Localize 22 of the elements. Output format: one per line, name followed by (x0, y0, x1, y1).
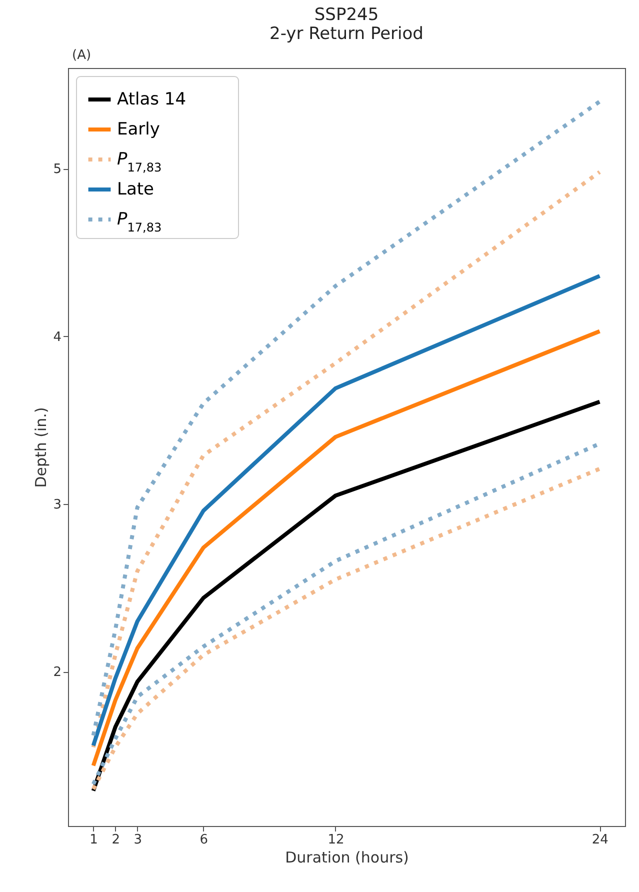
legend-label: Early (117, 120, 160, 140)
x-tick-label: 1 (90, 832, 98, 848)
x-tick-label: 6 (200, 832, 208, 848)
x-tick-label: 24 (592, 832, 608, 848)
line-series (91, 329, 602, 768)
y-tick-label: 2 (53, 665, 62, 680)
y-tick-label: 5 (53, 162, 62, 178)
line-series (91, 274, 602, 748)
x-tick-label: 2 (112, 832, 120, 848)
chart-title: SSP245 (314, 5, 379, 25)
legend-label: P$_{17,83}$ (117, 150, 162, 174)
legend-label: Atlas 14 (117, 90, 186, 110)
chart-subtitle: 2-yr Return Period (270, 24, 424, 44)
x-axis-title: Duration (hours) (285, 848, 409, 866)
x-tick-label: 12 (328, 832, 344, 848)
x-tick-label: 3 (134, 832, 142, 848)
text: (A) (72, 48, 92, 63)
y-axis-title: Depth (in.) (32, 407, 50, 488)
legend-label: P$_{17,83}$ (117, 210, 162, 234)
y-tick-label: 4 (53, 330, 62, 345)
y-tick-label: 3 (53, 498, 62, 513)
legend-label: Late (117, 180, 154, 200)
